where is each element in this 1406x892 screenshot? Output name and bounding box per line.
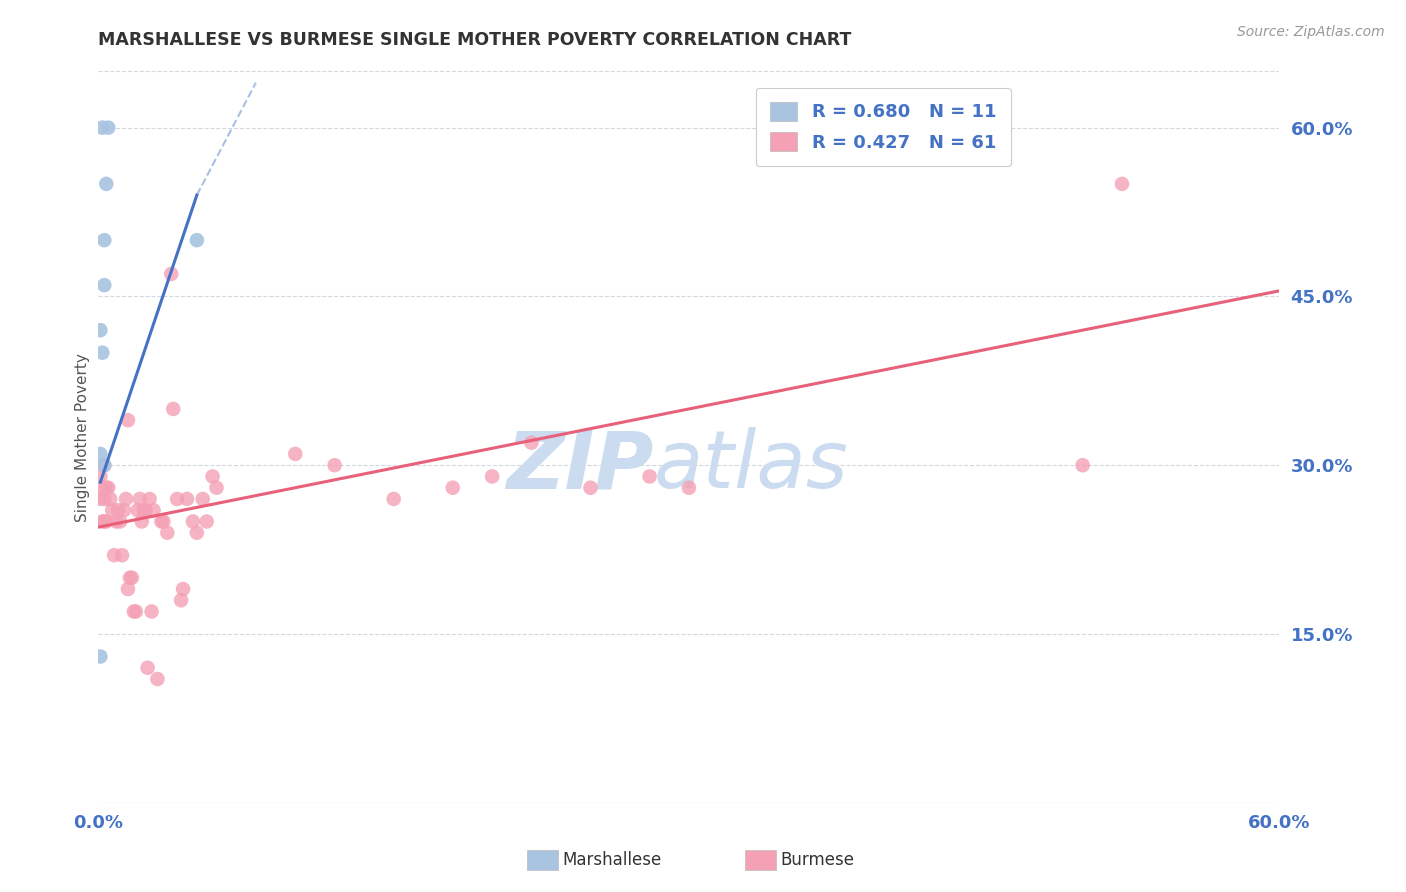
Point [108, 515, 131, 529]
Point [89, 469, 111, 483]
Point [284, 447, 307, 461]
Point [579, 481, 602, 495]
Point [172, 582, 194, 596]
Point [141, 605, 163, 619]
Point [97, 120, 120, 135]
Point [156, 525, 179, 540]
Point [93, 458, 115, 473]
Point [520, 435, 543, 450]
Point [135, 503, 157, 517]
Point [638, 469, 661, 483]
Point [186, 525, 208, 540]
Point [160, 267, 183, 281]
Point [107, 503, 129, 517]
Point [132, 503, 155, 517]
Point [152, 515, 174, 529]
Point [131, 515, 153, 529]
Point [142, 503, 165, 517]
Point [96, 177, 118, 191]
Point [93, 458, 115, 473]
Point [93, 491, 115, 506]
Point [115, 491, 138, 506]
Point [170, 593, 193, 607]
Text: Marshallese: Marshallese [562, 851, 662, 869]
Point [138, 491, 160, 506]
Point [89, 491, 111, 506]
Point [128, 491, 150, 506]
Point [112, 503, 135, 517]
Point [205, 481, 228, 495]
Point [91, 481, 114, 495]
Point [91, 120, 114, 135]
Y-axis label: Single Mother Poverty: Single Mother Poverty [75, 352, 90, 522]
Point [186, 233, 208, 247]
Point [93, 515, 115, 529]
Text: Source: ZipAtlas.com: Source: ZipAtlas.com [1237, 25, 1385, 39]
Point [96, 481, 118, 495]
Text: Burmese: Burmese [780, 851, 855, 869]
Point [127, 503, 149, 517]
Point [117, 582, 139, 596]
Point [146, 672, 169, 686]
Point [382, 491, 405, 506]
Point [441, 481, 464, 495]
Point [201, 469, 224, 483]
Point [1111, 177, 1133, 191]
Point [121, 571, 143, 585]
Text: atlas: atlas [654, 427, 848, 506]
Point [93, 233, 115, 247]
Point [166, 491, 188, 506]
Point [195, 515, 218, 529]
Point [678, 481, 700, 495]
Text: ZIP: ZIP [506, 427, 654, 506]
Point [89, 323, 111, 337]
Point [1071, 458, 1094, 473]
Point [191, 491, 214, 506]
Point [97, 481, 120, 495]
Point [125, 605, 148, 619]
Point [89, 649, 111, 664]
Point [118, 571, 141, 585]
Point [98, 491, 121, 506]
Point [323, 458, 346, 473]
Point [96, 515, 118, 529]
Point [136, 661, 159, 675]
Point [162, 401, 184, 416]
Point [122, 605, 145, 619]
Point [89, 447, 111, 461]
Point [91, 515, 114, 529]
Point [181, 515, 204, 529]
Legend: R = 0.680   N = 11, R = 0.427   N = 61: R = 0.680 N = 11, R = 0.427 N = 61 [755, 87, 1011, 166]
Point [101, 503, 124, 517]
Point [176, 491, 198, 506]
Text: MARSHALLESE VS BURMESE SINGLE MOTHER POVERTY CORRELATION CHART: MARSHALLESE VS BURMESE SINGLE MOTHER POV… [98, 31, 852, 49]
Point [150, 515, 173, 529]
Point [93, 278, 115, 293]
Point [103, 548, 125, 562]
Point [117, 413, 139, 427]
Point [481, 469, 503, 483]
Point [111, 548, 134, 562]
Point [91, 345, 114, 359]
Point [105, 515, 128, 529]
